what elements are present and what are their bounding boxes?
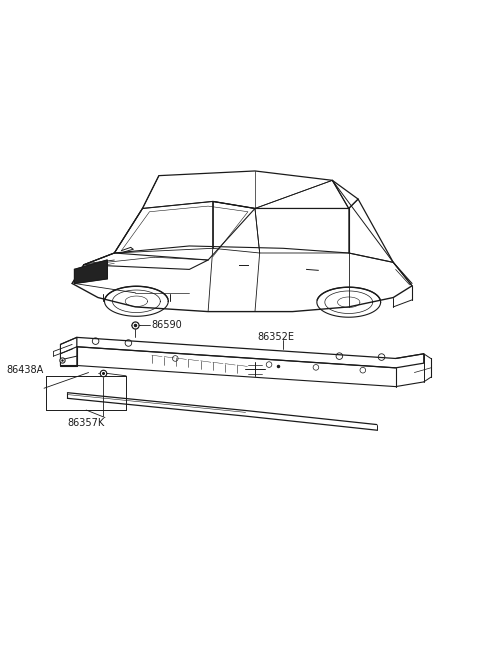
Text: 86357K: 86357K <box>68 419 105 428</box>
Text: 86438A: 86438A <box>7 365 44 375</box>
Text: 86352E: 86352E <box>257 333 294 342</box>
Polygon shape <box>74 260 108 283</box>
Text: 86590: 86590 <box>151 319 181 330</box>
